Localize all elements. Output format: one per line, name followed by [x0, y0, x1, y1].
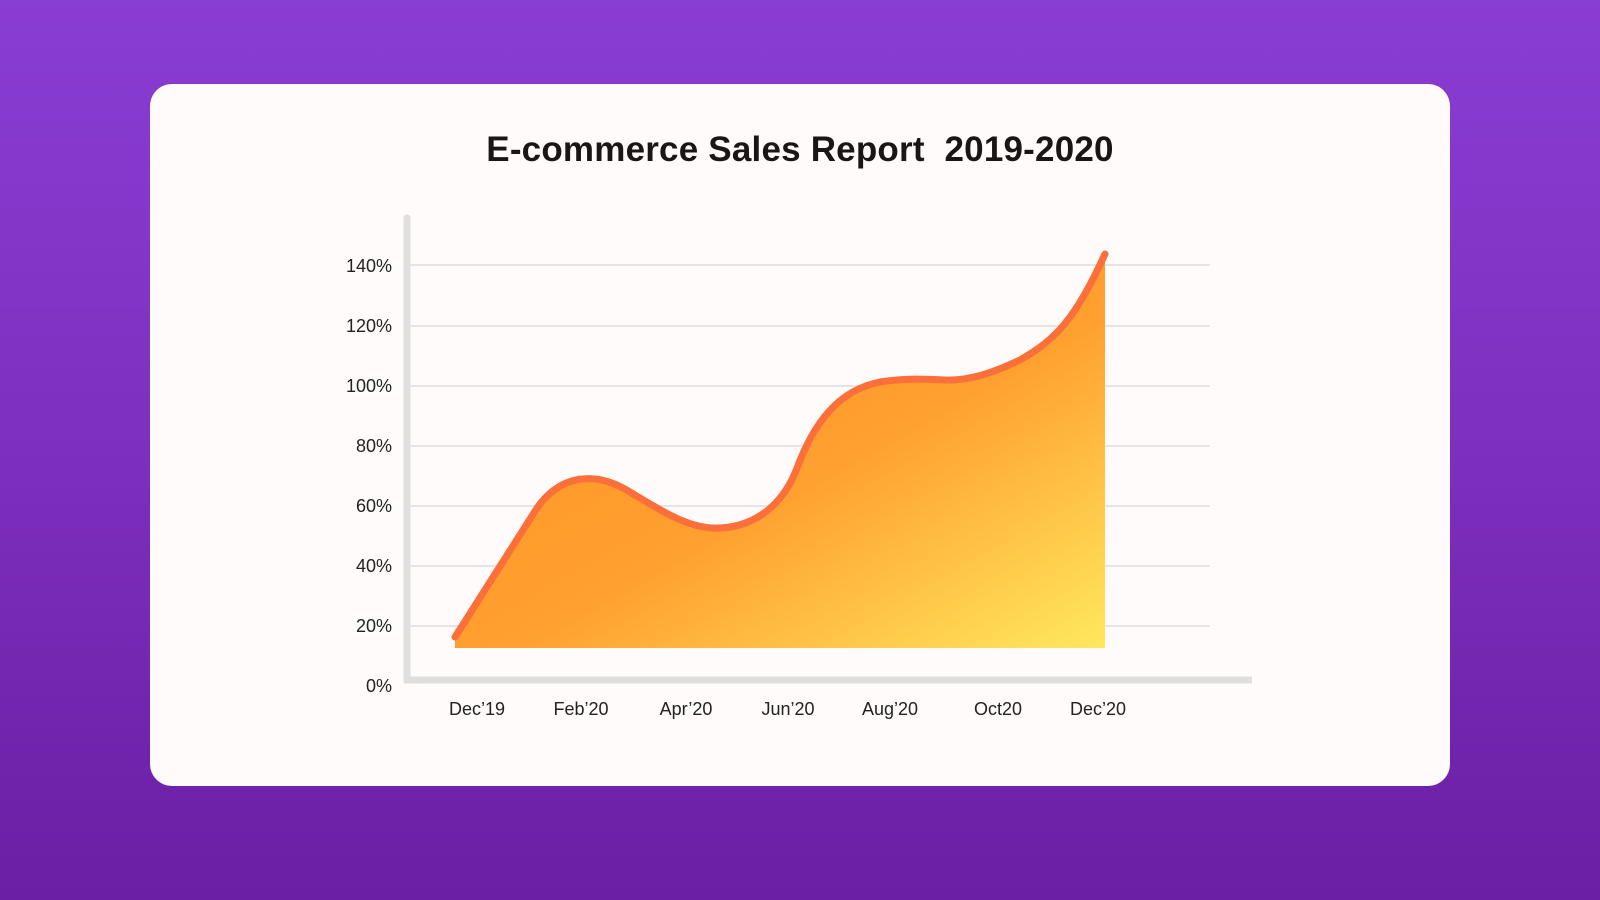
- chart-card: [150, 84, 1450, 786]
- x-axis-labels: Dec’19 Feb’20 Apr’20 Jun’20 Aug’20 Oct20…: [449, 699, 1126, 719]
- x-tick-label: Jun’20: [761, 699, 814, 719]
- y-tick-label: 60%: [356, 496, 392, 516]
- y-tick-label: 40%: [356, 556, 392, 576]
- area-line: [451, 250, 1109, 641]
- x-tick-label: Dec’20: [1070, 699, 1126, 719]
- y-tick-label: 120%: [346, 316, 392, 336]
- x-tick-label: Feb’20: [553, 699, 608, 719]
- x-tick-label: Oct20: [974, 699, 1022, 719]
- x-tick-label: Dec’19: [449, 699, 505, 719]
- x-tick-label: Aug’20: [862, 699, 918, 719]
- chart-title: E-commerce Sales Report 2019-2020: [486, 130, 1114, 169]
- area-fill: [455, 254, 1105, 648]
- x-tick-label: Apr’20: [660, 699, 713, 719]
- y-tick-label: 20%: [356, 616, 392, 636]
- y-tick-label: 80%: [356, 436, 392, 456]
- y-tick-label: 100%: [346, 376, 392, 396]
- y-tick-label: 140%: [346, 256, 392, 276]
- y-axis-labels: 0% 20% 40% 60% 80% 100% 120% 140%: [346, 256, 392, 696]
- y-tick-label: 0%: [366, 676, 392, 696]
